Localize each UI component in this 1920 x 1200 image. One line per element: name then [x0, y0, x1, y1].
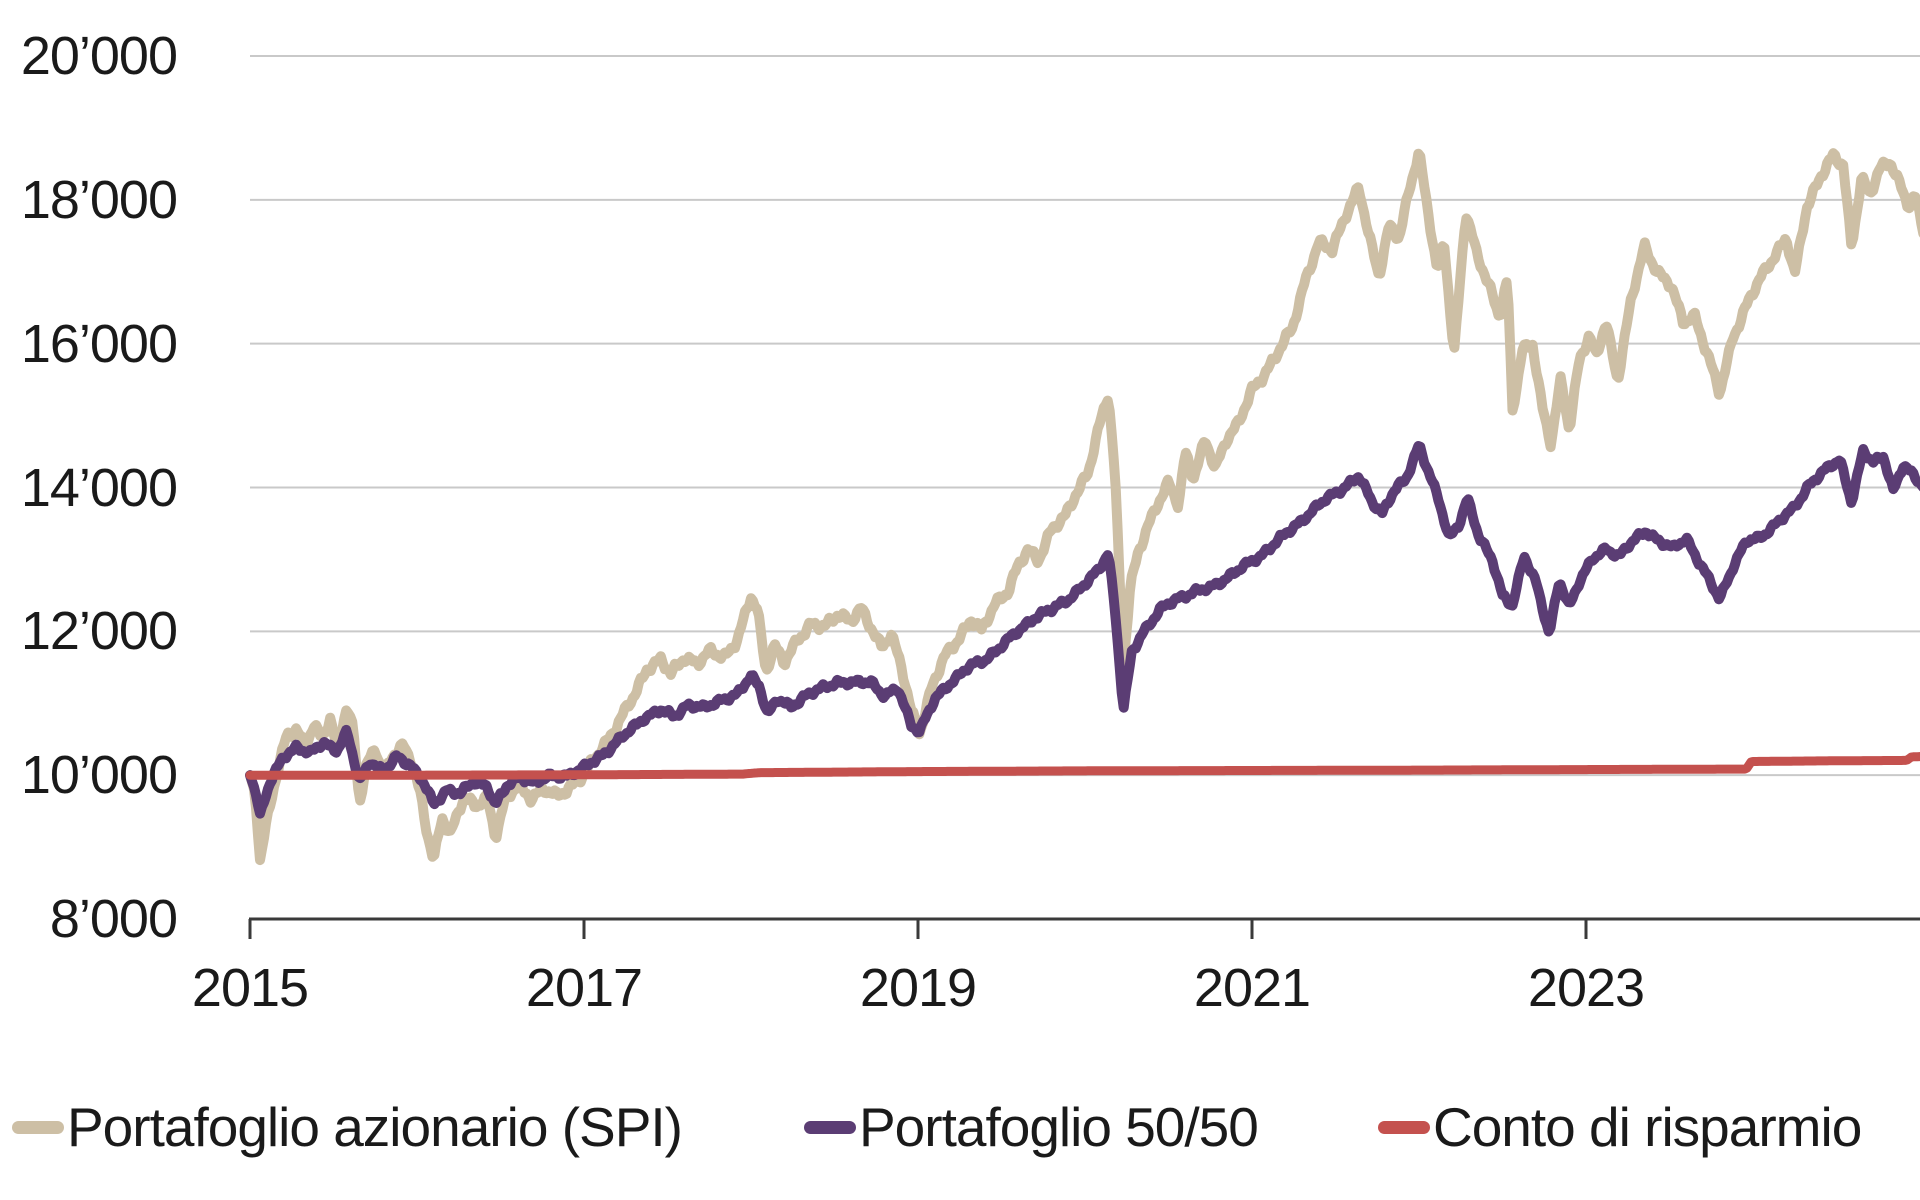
series-line-portafoglio-azionario-spi — [245, 148, 1920, 866]
y-tick-label-16000: 16’000 — [20, 313, 178, 374]
legend-dash-beige-icon — [12, 1120, 64, 1134]
y-tick-label-12000: 12’000 — [20, 601, 178, 662]
x-tick-label-2021: 2021 — [1193, 958, 1311, 1018]
x-tick-label-2017: 2017 — [525, 958, 643, 1018]
x-tick-label-2019: 2019 — [859, 958, 977, 1018]
series-line-portafoglio-50-50 — [245, 441, 1920, 819]
legend-item-portafoglio-azionario-spi: Portafoglio azionario (SPI) — [12, 1092, 683, 1162]
y-tick-label-8000: 8’000 — [49, 889, 178, 949]
series-line-conto-di-risparmio — [245, 752, 1920, 780]
legend-dash-purple-icon — [804, 1120, 856, 1134]
y-tick-label-10000: 10’000 — [20, 745, 178, 806]
legend-label: Portafoglio azionario (SPI) — [67, 1096, 683, 1158]
legend-item-portafoglio-50-50: Portafoglio 50/50 — [804, 1092, 1259, 1162]
y-tick-label-20000: 20’000 — [20, 26, 178, 86]
x-tick-label-2023: 2023 — [1527, 958, 1645, 1018]
legend-item-conto-di-risparmio: Conto di risparmio — [1378, 1092, 1862, 1162]
x-tick-label-2015: 2015 — [191, 958, 309, 1018]
y-tick-label-14000: 14’000 — [20, 457, 178, 518]
chart-legend: Portafoglio azionario (SPI) Portafoglio … — [0, 1092, 1920, 1162]
legend-label: Portafoglio 50/50 — [859, 1096, 1259, 1158]
legend-label: Conto di risparmio — [1433, 1096, 1862, 1158]
legend-dash-red-icon — [1378, 1120, 1430, 1134]
y-tick-label-18000: 18’000 — [20, 169, 178, 230]
